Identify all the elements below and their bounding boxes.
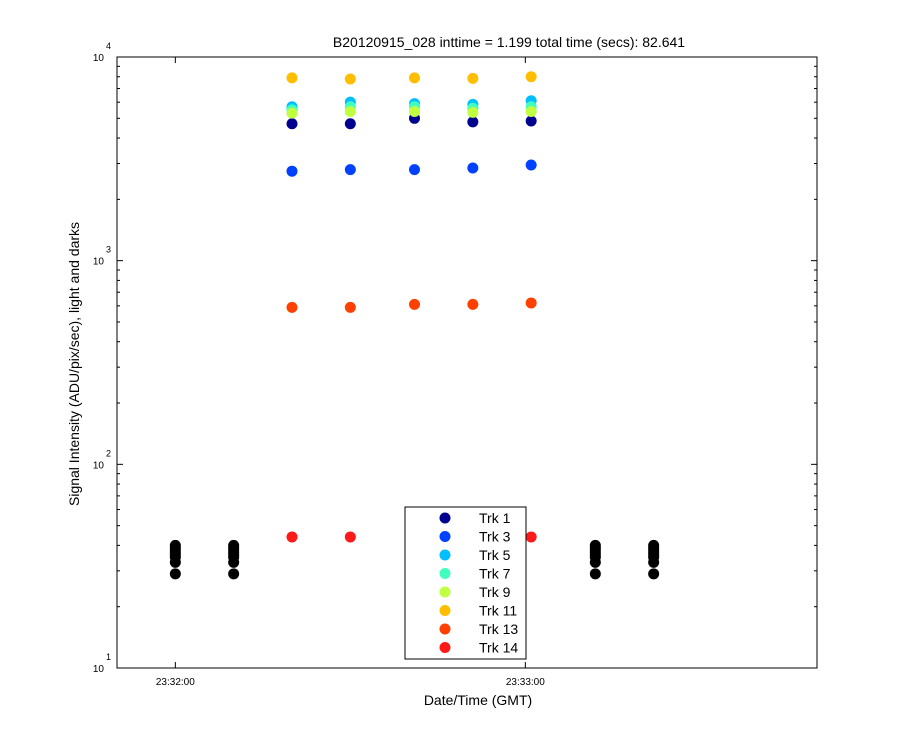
- point-trk-14: [286, 531, 298, 543]
- point-trk-9: [344, 106, 356, 118]
- legend-item: Trk 14: [439, 640, 518, 656]
- legend-box: [404, 506, 527, 660]
- y-tick-base: 10: [93, 53, 105, 64]
- y-tick-label: 103: [93, 245, 111, 268]
- y-tick-exponent: 2: [106, 448, 111, 458]
- point-dark: [169, 568, 181, 580]
- point-trk-11: [525, 71, 537, 83]
- y-tick-base: 10: [93, 460, 105, 471]
- point-trk-14: [525, 531, 537, 543]
- point-trk-11: [344, 73, 356, 85]
- point-trk-9: [467, 106, 479, 118]
- point-trk-1: [525, 115, 537, 127]
- legend-marker: [439, 512, 451, 524]
- point-dark: [648, 539, 660, 551]
- y-tick-exponent: 4: [106, 41, 111, 51]
- legend-label: Trk 9: [479, 584, 511, 600]
- legend-label: Trk 3: [479, 529, 511, 545]
- point-dark: [589, 568, 601, 580]
- point-trk-13: [286, 301, 298, 313]
- y-tick-exponent: 3: [106, 245, 111, 255]
- point-trk-3: [467, 162, 479, 174]
- legend-marker: [439, 642, 451, 653]
- x-tick-labels: 23:32:00 23:33:00: [156, 677, 545, 688]
- y-tick-label: 101: [93, 652, 111, 675]
- point-trk-13: [344, 301, 356, 313]
- x-axis-label: Date/Time (GMT): [424, 692, 532, 708]
- point-trk-13: [409, 298, 420, 310]
- legend-marker: [439, 605, 451, 616]
- legend-marker: [439, 531, 451, 542]
- y-tick-base: 10: [93, 664, 105, 675]
- y-tick-exponent: 1: [106, 652, 111, 662]
- point-trk-9: [525, 106, 537, 118]
- point-trk-14: [344, 531, 356, 543]
- legend-label: Trk 14: [479, 640, 518, 656]
- data-points: [169, 71, 660, 580]
- y-axis-label: Signal Intensity (ADU/pix/sec), light an…: [66, 222, 82, 506]
- point-dark: [648, 568, 660, 580]
- point-dark: [228, 568, 240, 580]
- legend-item: Trk 9: [439, 584, 511, 600]
- legend-marker: [439, 623, 451, 635]
- legend-label: Trk 13: [479, 621, 518, 637]
- point-trk-3: [344, 164, 356, 176]
- legend-marker: [439, 568, 451, 579]
- legend-marker: [439, 549, 451, 561]
- point-dark: [228, 539, 240, 551]
- legend-label: Trk 11: [479, 603, 517, 619]
- legend-marker: [439, 586, 451, 598]
- x-tick-label: 23:32:00: [156, 677, 195, 688]
- axis-ticks: [117, 57, 817, 669]
- point-trk-9: [409, 106, 420, 118]
- legend-item: Trk 1: [439, 510, 511, 526]
- point-trk-3: [409, 164, 420, 176]
- y-tick-label: 104: [93, 41, 111, 64]
- y-tick-label: 102: [93, 448, 111, 471]
- legend-item: Trk 11: [439, 603, 517, 619]
- point-trk-13: [525, 297, 537, 309]
- point-dark: [589, 539, 601, 551]
- legend-item: Trk 13: [439, 621, 518, 637]
- legend: Trk 1 Trk 3 Trk 5 Trk 7 Trk 9 Trk 11 Trk 13 Trk…: [404, 506, 527, 660]
- point-trk-11: [286, 72, 298, 84]
- point-trk-3: [525, 159, 537, 171]
- legend-item: Trk 3: [439, 529, 511, 545]
- point-trk-1: [467, 116, 479, 128]
- legend-label: Trk 5: [479, 547, 511, 563]
- point-trk-3: [286, 165, 298, 177]
- point-trk-11: [409, 72, 420, 84]
- point-dark: [169, 539, 181, 551]
- legend-item: Trk 7: [439, 566, 511, 582]
- y-tick-base: 10: [93, 257, 105, 268]
- chart-title: B20120915_028 inttime = 1.199 total time…: [333, 34, 685, 50]
- legend-item: Trk 5: [439, 547, 511, 563]
- legend-label: Trk 7: [479, 566, 511, 582]
- point-trk-1: [344, 118, 356, 130]
- point-trk-13: [467, 298, 479, 310]
- x-tick-label: 23:33:00: [506, 677, 545, 688]
- point-trk-1: [286, 118, 298, 130]
- legend-label: Trk 1: [479, 510, 511, 526]
- point-trk-11: [467, 72, 479, 84]
- point-trk-9: [286, 107, 298, 119]
